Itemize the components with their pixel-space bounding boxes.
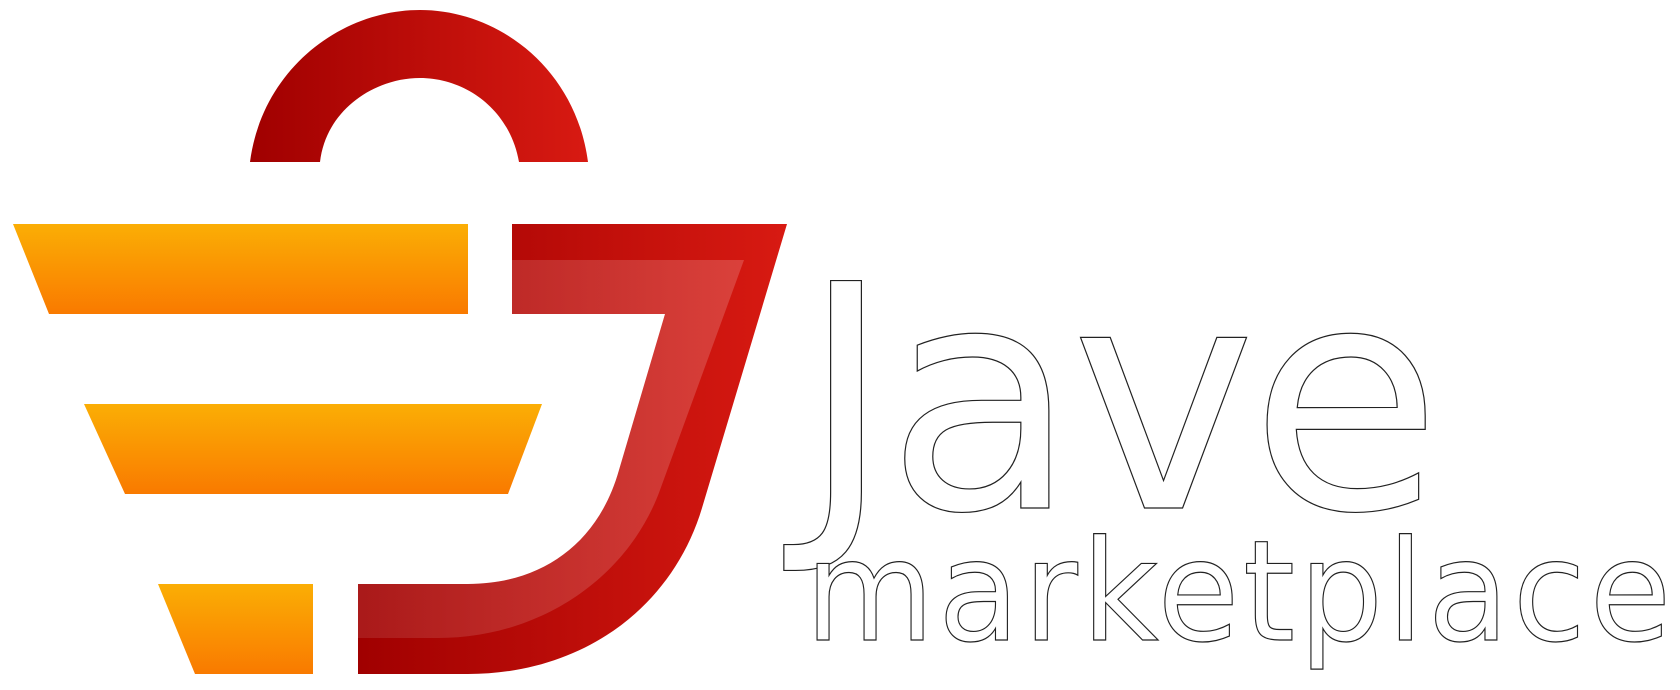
brand-tagline: marketplace	[805, 511, 1675, 674]
basket-bar-middle-icon	[84, 404, 542, 494]
basket-handle-icon	[250, 10, 588, 162]
basket-bar-bottom-icon	[158, 584, 313, 674]
brand-name: Jave	[781, 218, 1436, 582]
basket-bar-top-icon	[13, 224, 468, 314]
basket-body-highlight	[358, 260, 744, 638]
